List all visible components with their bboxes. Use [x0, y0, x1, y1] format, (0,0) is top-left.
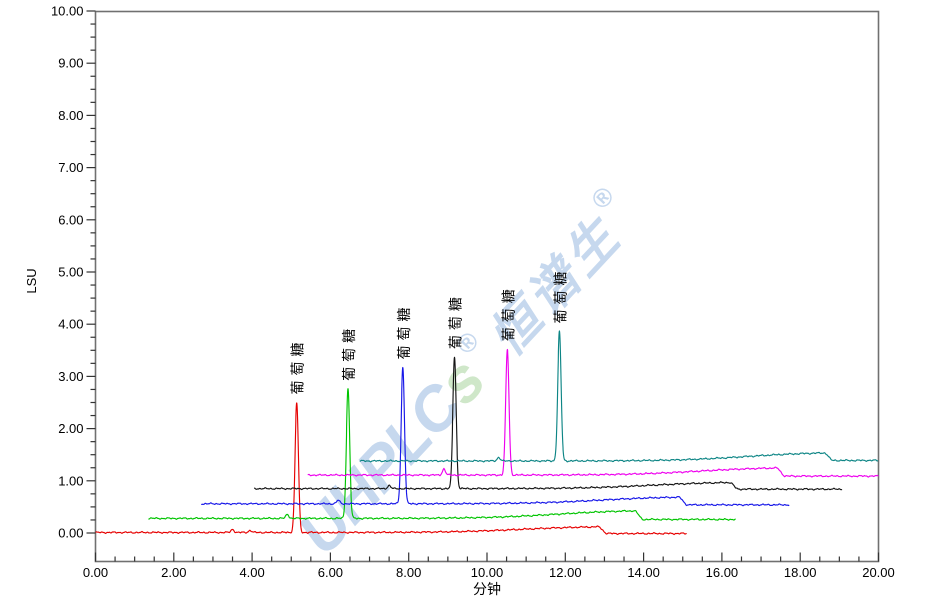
x-tick-label: 0.00: [83, 565, 108, 580]
peak-label-injection-4-black: 葡萄糖: [448, 292, 464, 349]
y-tick-label: 6.00: [58, 212, 83, 227]
y-tick-label: 5.00: [58, 265, 83, 280]
x-tick-label: 10.00: [471, 565, 504, 580]
peak-label-injection-2-green: 葡萄糖: [341, 324, 357, 381]
trace-injection-6-teal: [359, 330, 879, 463]
y-tick-label: 2.00: [58, 421, 83, 436]
peak-label-injection-6-teal: 葡萄糖: [552, 267, 568, 324]
y-axis-title: LSU: [24, 268, 39, 293]
y-tick-label: 7.00: [58, 160, 83, 175]
x-tick-label: 8.00: [396, 565, 421, 580]
peak-label-injection-5-magenta: 葡萄糖: [500, 284, 516, 341]
y-tick-label: 8.00: [58, 108, 83, 123]
x-tick-label: 2.00: [161, 565, 186, 580]
y-tick-label: 10.00: [51, 4, 84, 19]
trace-injection-4-black: [253, 356, 843, 491]
trace-injection-1-red: [95, 402, 687, 536]
x-tick-label: 14.00: [627, 565, 660, 580]
x-tick-label: 4.00: [239, 565, 264, 580]
x-tick-label: 18.00: [784, 565, 817, 580]
y-tick-label: 3.00: [58, 369, 83, 384]
peak-label-injection-1-red: 葡萄糖: [290, 338, 306, 395]
peak-label-injection-3-blue: 葡萄糖: [396, 303, 412, 360]
y-tick-label: 0.00: [58, 526, 83, 541]
x-tick-label: 12.00: [549, 565, 582, 580]
plot-border: [94, 10, 880, 563]
x-tick-label: 20.00: [862, 565, 895, 580]
y-tick-label: 1.00: [58, 473, 83, 488]
y-tick-label: 9.00: [58, 56, 83, 71]
x-tick-label: 16.00: [706, 565, 739, 580]
x-tick-label: 6.00: [318, 565, 343, 580]
y-tick-label: 4.00: [58, 317, 83, 332]
trace-injection-3-blue: [201, 366, 790, 507]
x-axis-title: 分钟: [473, 581, 501, 597]
trace-injection-2-green: [148, 388, 736, 521]
trace-injection-5-magenta: [307, 348, 879, 478]
